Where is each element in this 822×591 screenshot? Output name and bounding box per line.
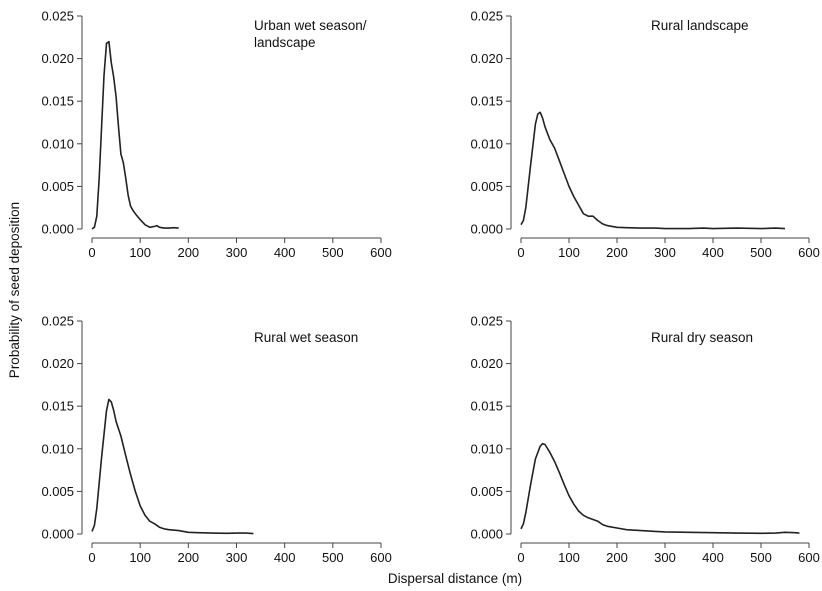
y-tick-label: 0.005 (470, 179, 503, 194)
chart-panels: 0.000 0.005 0.010 0.015 0.020 0.025 0 100 200 300… (41, 9, 819, 566)
x-tick-label: 600 (798, 550, 820, 565)
x-tick-label: 100 (129, 550, 151, 565)
panel-title-line: Rural dry season (651, 330, 753, 345)
y-tick-label: 0.025 (41, 9, 74, 24)
y-tick-label: 0.020 (41, 356, 74, 371)
x-tick-label: 100 (129, 245, 151, 260)
y-tick-label: 0.000 (41, 527, 74, 542)
x-tick-label: 400 (274, 550, 296, 565)
x-tick-label: 0 (88, 245, 95, 260)
y-tick-label: 0.020 (470, 51, 503, 66)
y-tick-label: 0.000 (470, 222, 503, 237)
x-tick-label: 600 (370, 245, 392, 260)
y-axis-title: Probability of seed deposition (7, 202, 22, 378)
x-tick-label: 300 (654, 550, 676, 565)
panel-title-line: landscape (254, 35, 316, 50)
x-tick-label: 600 (798, 245, 820, 260)
x-tick-label: 200 (177, 550, 199, 565)
y-tick-label: 0.020 (41, 51, 74, 66)
x-tick-label: 500 (322, 550, 344, 565)
x-tick-label: 0 (517, 550, 524, 565)
panel-title-line: Rural wet season (254, 330, 358, 345)
chart-panel-1: 0.000 0.005 0.010 0.015 0.020 0.025 0 100 200 300… (41, 9, 391, 261)
x-tick-label: 500 (322, 245, 344, 260)
panel-title-line: Rural landscape (651, 18, 749, 33)
x-tick-label: 0 (517, 245, 524, 260)
x-tick-label: 600 (370, 550, 392, 565)
x-tick-label: 300 (226, 245, 248, 260)
y-tick-label: 0.000 (470, 527, 503, 542)
x-tick-label: 200 (177, 245, 199, 260)
y-tick-label: 0.015 (41, 399, 74, 414)
x-tick-label: 0 (88, 550, 95, 565)
y-tick-label: 0.000 (41, 222, 74, 237)
y-tick-label: 0.010 (470, 136, 503, 151)
panel-title-line: Urban wet season/ (254, 18, 367, 33)
x-tick-label: 300 (226, 550, 248, 565)
y-tick-label: 0.010 (41, 441, 74, 456)
x-tick-label: 100 (558, 245, 580, 260)
y-tick-label: 0.025 (41, 314, 74, 329)
y-tick-label: 0.005 (470, 484, 503, 499)
x-tick-label: 100 (558, 550, 580, 565)
density-curve (520, 442, 800, 535)
density-curve (91, 40, 179, 230)
density-curve (91, 398, 254, 535)
y-tick-label: 0.005 (41, 484, 74, 499)
x-tick-label: 400 (274, 245, 296, 260)
y-tick-label: 0.015 (470, 94, 503, 109)
y-tick-label: 0.015 (470, 399, 503, 414)
y-tick-label: 0.025 (470, 9, 503, 24)
x-tick-label: 300 (654, 245, 676, 260)
y-tick-label: 0.010 (41, 136, 74, 151)
chart-panel-4: 0.000 0.005 0.010 0.015 0.020 0.025 0 100 200 300… (470, 314, 819, 566)
x-axis-title: Dispersal distance (m) (388, 571, 522, 586)
chart-panel-3: 0.000 0.005 0.010 0.015 0.020 0.025 0 100 200 300… (41, 314, 391, 566)
x-tick-label: 200 (606, 245, 628, 260)
chart-panel-2: 0.000 0.005 0.010 0.015 0.020 0.025 0 100 200 300… (470, 9, 819, 261)
y-tick-label: 0.010 (470, 441, 503, 456)
y-tick-label: 0.020 (470, 356, 503, 371)
x-tick-label: 400 (702, 550, 724, 565)
density-curve (520, 111, 786, 230)
x-tick-label: 500 (750, 245, 772, 260)
y-tick-label: 0.025 (470, 314, 503, 329)
x-tick-label: 400 (702, 245, 724, 260)
y-tick-label: 0.005 (41, 179, 74, 194)
y-tick-label: 0.015 (41, 94, 74, 109)
x-tick-label: 500 (750, 550, 772, 565)
x-tick-label: 200 (606, 550, 628, 565)
